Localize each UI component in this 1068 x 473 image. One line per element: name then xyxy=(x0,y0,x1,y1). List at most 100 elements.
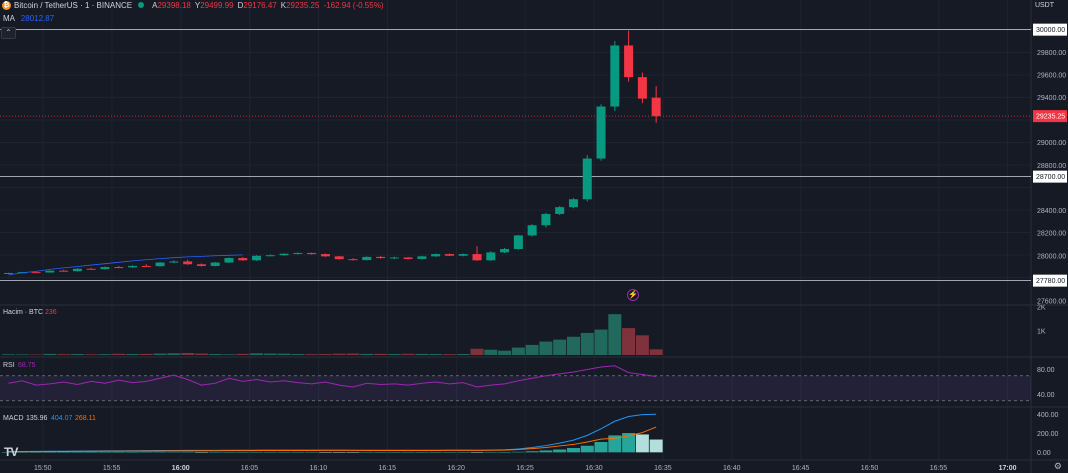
volume-bar xyxy=(15,354,29,355)
macd-histogram-bar xyxy=(222,451,236,453)
volume-bar xyxy=(208,354,222,355)
volume-bar xyxy=(126,354,140,355)
volume-bar xyxy=(222,354,236,355)
currency-label[interactable]: USDT xyxy=(1034,2,1054,9)
macd-histogram-bar xyxy=(374,452,388,453)
volume-bar xyxy=(401,353,415,355)
price-tick-label: 29000.00 xyxy=(1037,140,1066,147)
macd-tick-label: 200.00 xyxy=(1037,431,1059,438)
ohlc-key: Y xyxy=(194,1,201,10)
macd-value: 404.07 xyxy=(51,415,73,422)
candle-body xyxy=(196,264,206,266)
price-tick-label: 28800.00 xyxy=(1037,163,1066,170)
volume-bar xyxy=(525,344,539,355)
candle-body xyxy=(486,252,496,261)
macd-histogram-bar xyxy=(442,452,456,453)
volume-bar xyxy=(263,353,277,355)
price-line-label: 28700.00 xyxy=(1036,174,1065,181)
time-tick-label: 16:35 xyxy=(654,465,672,472)
candle-body xyxy=(86,268,96,270)
ohlc-key: A xyxy=(152,1,158,10)
candle-body xyxy=(389,257,399,259)
candle-body xyxy=(100,267,110,270)
ohlc-item: D29176.47 xyxy=(238,1,277,10)
time-tick-label: 15:50 xyxy=(34,465,52,472)
candle-body xyxy=(210,262,220,266)
candle-body xyxy=(238,258,248,261)
macd-histogram-bar xyxy=(153,451,167,453)
volume-bar xyxy=(511,347,525,355)
candle-body xyxy=(252,255,262,261)
volume-bar xyxy=(236,353,250,355)
candle-body xyxy=(362,256,372,261)
time-tick-label: 16:50 xyxy=(861,465,879,472)
candle-body xyxy=(541,213,551,226)
price-line-badge xyxy=(1033,274,1067,287)
price-tick-label: 28200.00 xyxy=(1037,231,1066,238)
ohlc-item: Y29499.99 xyxy=(195,1,234,10)
candle-body xyxy=(582,158,592,200)
candle-body xyxy=(624,45,634,78)
candle-body xyxy=(334,256,344,260)
volume-bar xyxy=(332,353,346,355)
ohlc-value: 29176.47 xyxy=(243,1,277,10)
macd-histogram-bar xyxy=(15,452,29,453)
tradingview-logo[interactable]: TV xyxy=(4,445,18,459)
bitcoin-icon: ₿ xyxy=(2,1,11,10)
macd-histogram-bar xyxy=(43,452,57,453)
macd-tick-label: 0.00 xyxy=(1037,450,1051,457)
settings-gear-icon[interactable]: ⚙ xyxy=(1053,461,1062,471)
macd-histogram-bar xyxy=(401,452,415,453)
volume-bar xyxy=(57,354,71,355)
macd-histogram-bar xyxy=(208,451,222,453)
volume-bar xyxy=(305,354,319,355)
price-tick-label: 28000.00 xyxy=(1037,253,1066,260)
price-line-label: 30000.00 xyxy=(1036,27,1065,34)
volume-bar xyxy=(622,328,636,355)
time-tick-label: 16:30 xyxy=(585,465,603,472)
candle-body xyxy=(45,270,55,273)
time-tick-label: 16:40 xyxy=(723,465,741,472)
time-tick-label: 16:20 xyxy=(447,465,465,472)
macd-histogram-bar xyxy=(84,451,98,453)
volume-bar xyxy=(539,341,553,355)
macd-histogram-bar xyxy=(29,452,43,453)
volume-bar xyxy=(291,354,305,355)
symbol-title[interactable]: Bitcoin / TetherUS · 1 · BINANCE xyxy=(14,1,133,10)
volume-bar xyxy=(415,353,429,355)
candle-body xyxy=(527,225,537,236)
volume-bar xyxy=(649,349,663,355)
candle-body xyxy=(472,254,482,261)
volume-bar xyxy=(167,353,181,355)
volume-bar xyxy=(470,348,484,355)
ohlc-item: A29398.18 xyxy=(152,1,191,10)
volume-tick-label: 2K xyxy=(1037,305,1046,312)
time-tick-label: 16:00 xyxy=(172,465,190,472)
rsi-tick-label: 40.00 xyxy=(1037,392,1055,399)
macd-histogram-bar xyxy=(167,451,181,453)
macd-histogram-bar xyxy=(139,451,153,453)
candle-body xyxy=(293,252,303,254)
volume-bar xyxy=(429,354,443,355)
macd-histogram-bar xyxy=(98,451,112,453)
macd-histogram-bar xyxy=(250,451,264,453)
chart-header: Bitcoin / TetherUS · 1 · BINANCE A29398.… xyxy=(14,1,387,10)
signal-value: 268.11 xyxy=(75,415,96,422)
lightning-icon[interactable]: ⚡ xyxy=(627,289,639,301)
candle-body xyxy=(651,97,661,117)
candle-body xyxy=(596,106,606,159)
volume-bar xyxy=(194,353,208,355)
macd-histogram-bar xyxy=(622,433,636,453)
ma-value: 28012.87 xyxy=(20,14,55,23)
macd-histogram-bar xyxy=(126,451,140,453)
macd-histogram-bar xyxy=(346,452,360,453)
volume-bar xyxy=(181,352,195,355)
volume-bar xyxy=(346,353,360,355)
collapse-icon[interactable]: ⌃ xyxy=(1,27,16,39)
ma-legend[interactable]: MA 28012.87 xyxy=(3,14,54,23)
macd-histogram-bar xyxy=(594,441,608,453)
ohlc-value: 29235.25 xyxy=(286,1,320,10)
volume-bar xyxy=(498,350,512,355)
price-tick-label: 29600.00 xyxy=(1037,72,1066,79)
